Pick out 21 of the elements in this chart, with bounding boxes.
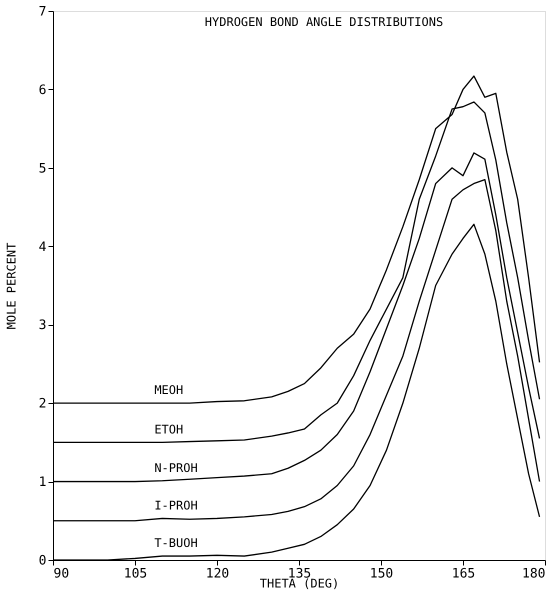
x-tick-label: 180: [522, 566, 546, 582]
series-label: T-BUOH: [154, 536, 198, 550]
y-axis-title: MOLE PERCENT: [4, 242, 19, 330]
y-tick-label: 4: [38, 240, 47, 255]
y-tick-label: 6: [38, 82, 46, 98]
x-tick-label: 90: [54, 566, 70, 582]
y-tick-label: 7: [38, 4, 46, 20]
y-tick-label: 3: [38, 318, 46, 334]
chart-title: HYDROGEN BOND ANGLE DISTRIBUTIONS: [204, 15, 444, 29]
x-tick-label: 120: [206, 566, 230, 582]
series-label: ETOH: [154, 422, 184, 436]
y-tick-label: 2: [38, 396, 46, 412]
y-tick-label: 5: [38, 161, 46, 176]
x-tick-label: 105: [124, 566, 148, 582]
x-tick-label: 150: [370, 566, 394, 582]
series-label: I-PROH: [154, 498, 198, 512]
series-label: N-PROH: [154, 460, 198, 475]
x-tick-label: 165: [452, 566, 476, 582]
series-label: MEOH: [154, 383, 184, 398]
y-tick-label: 0: [38, 554, 46, 568]
y-tick-label: 1: [38, 475, 46, 490]
